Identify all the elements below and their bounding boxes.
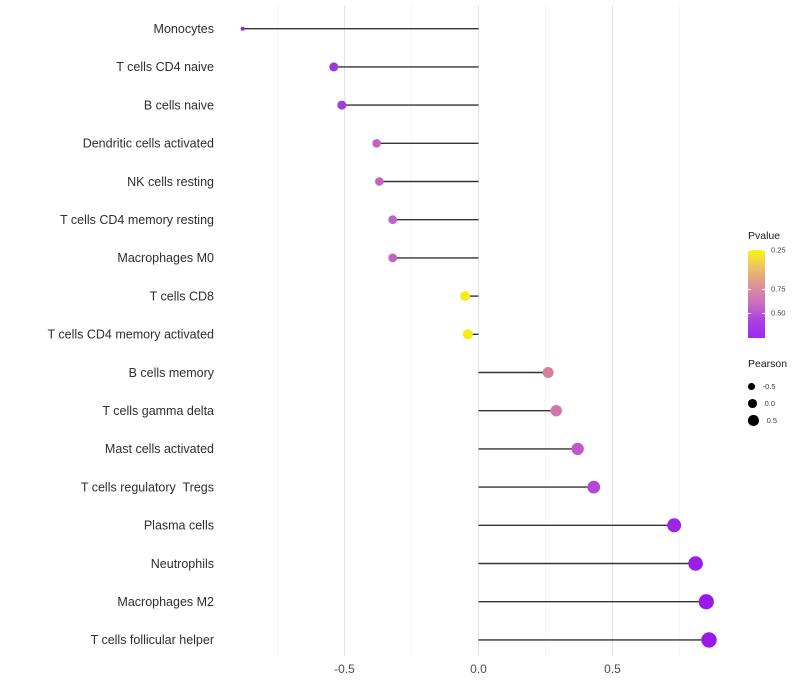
- category-label: T cells gamma delta: [102, 404, 214, 418]
- category-label: NK cells resting: [127, 175, 214, 189]
- lollipop-dot: [571, 442, 584, 456]
- pvalue-legend: Pvalue 0.75 0.50 0.25: [746, 230, 800, 350]
- lollipop-dot: [240, 26, 245, 31]
- lollipop-dot: [698, 594, 714, 610]
- category-label: B cells naive: [144, 98, 214, 112]
- category-label: T cells regulatory Tregs: [81, 480, 214, 494]
- lollipop-dot: [587, 480, 601, 494]
- colorbar-tick-label: 0.75: [771, 284, 786, 294]
- x-tick-label: 0.5: [604, 662, 621, 676]
- lollipop-dot: [542, 367, 554, 378]
- x-tick-label: -0.5: [334, 662, 355, 676]
- pvalue-colorbar: [748, 250, 765, 338]
- pearson-legend-title: Pearson: [748, 358, 788, 370]
- colorbar-tick-label: 0.25: [771, 245, 786, 255]
- size-legend-label: -0.5: [762, 382, 776, 391]
- size-legend-dot: [748, 383, 755, 390]
- category-label: T cells CD8: [150, 289, 214, 303]
- lollipop-dot: [701, 632, 717, 648]
- size-legend-label: 0.0: [764, 399, 776, 408]
- lollipop-dot: [329, 62, 339, 72]
- category-label: Mast cells activated: [105, 442, 214, 456]
- colorbar-tick: [748, 313, 765, 314]
- category-label: T cells CD4 memory resting: [60, 213, 214, 227]
- size-legend-label: 0.5: [766, 416, 778, 425]
- category-label: Monocytes: [154, 22, 214, 36]
- lollipop-dot: [388, 253, 398, 263]
- category-label: T cells follicular helper: [91, 633, 214, 647]
- category-label: B cells memory: [129, 366, 215, 380]
- lollipop-dot: [372, 139, 381, 148]
- lollipop-dot: [388, 215, 398, 225]
- x-tick-label: 0.0: [470, 662, 487, 676]
- colorbar-tick: [748, 250, 765, 251]
- category-label: Macrophages M2: [117, 595, 214, 609]
- size-legend-dot: [748, 415, 759, 426]
- pvalue-legend-title: Pvalue: [748, 230, 781, 242]
- size-legend-item: 0.0: [748, 395, 800, 412]
- size-legend-item: -0.5: [748, 378, 800, 395]
- lollipop-dot: [460, 291, 471, 302]
- lollipop-dot: [667, 518, 682, 533]
- colorbar-tick-label: 0.50: [771, 308, 786, 318]
- category-label: T cells CD4 memory activated: [48, 328, 215, 342]
- category-label: Plasma cells: [144, 519, 214, 533]
- lollipop-dot: [550, 405, 562, 417]
- size-legend-dot: [748, 399, 757, 408]
- lollipop-dot: [688, 556, 703, 571]
- lollipop-dot: [375, 177, 384, 186]
- category-label: Neutrophils: [151, 557, 214, 571]
- pearson-legend: Pearson -0.5 0.0 0.5: [746, 358, 800, 429]
- pvalue-colorbar-wrap: 0.75 0.50 0.25: [748, 246, 786, 338]
- category-label: Dendritic cells activated: [83, 137, 214, 151]
- category-label: T cells CD4 naive: [116, 60, 214, 74]
- lollipop-dot: [337, 100, 347, 110]
- category-label: Macrophages M0: [117, 251, 214, 265]
- lollipop-dot: [462, 329, 473, 340]
- size-legend-item: 0.5: [748, 412, 800, 429]
- colorbar-tick: [748, 289, 765, 290]
